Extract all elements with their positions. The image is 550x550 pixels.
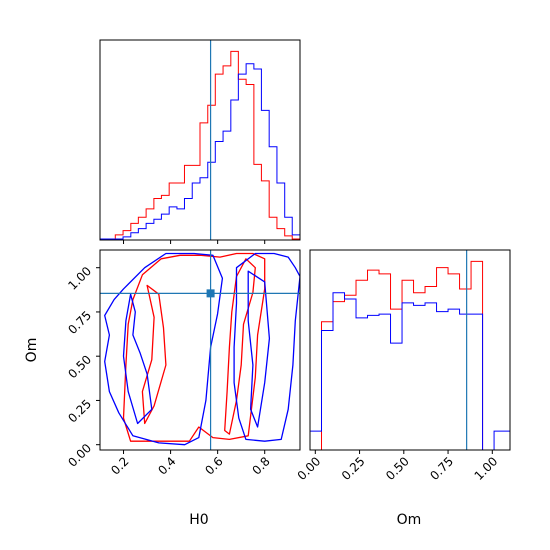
h0-x-tick-label: 0.4 [155,454,178,477]
truth-marker [206,289,215,298]
contour-blue-inner-6 [247,270,271,428]
om-y-tick-label: 0.25 [65,397,94,426]
om-y-tick-label: 0.50 [65,352,94,381]
contour-blue-outer-5 [233,252,300,442]
om-x-tick-label: 0.75 [427,454,456,483]
axis-labels: H0 Om Om [24,338,421,528]
om-x-tick-label: 1.00 [472,454,501,483]
h0-hist-series-blue [99,63,301,240]
om-hist-series-red [310,260,510,451]
h0-histogram-panel [99,39,301,244]
h0-om-contour-panel: 0.2 0.4 0.6 0.8 0.00 0.25 0.50 0.75 1.00 [65,249,301,478]
contour-frame [99,249,301,451]
om-histogram-panel: 0.00 0.25 0.50 0.75 1.00 [295,249,511,483]
y-axis-label-om: Om [24,338,40,363]
x-axis-label-h0: H0 [189,512,208,528]
x-axis-label-om: Om [397,512,422,528]
contour-red-outer-0 [122,252,266,442]
om-x-tick-label: 0.50 [383,454,412,483]
h0-hist-series-red [99,50,301,240]
h0-hist-frame [99,39,301,241]
h0-x-tick-label: 0.8 [249,454,272,477]
contour-red-inner-2 [224,258,256,435]
contour-red-inner-1 [141,284,167,425]
om-y-tick-label: 0.00 [65,441,94,470]
om-x-tick-label: 0.00 [295,454,324,483]
om-y-tick-label: 0.75 [65,308,94,337]
contour-blue-inner-4 [122,293,153,425]
h0-x-tick-label: 0.2 [108,454,131,477]
contour-blue-outer-3 [104,252,224,446]
om-hist-frame [309,249,511,451]
om-x-tick-label: 0.25 [339,454,368,483]
om-hist-series-blue [309,292,511,451]
h0-x-tick-label: 0.6 [202,454,225,477]
contour-group [104,252,300,446]
om-y-tick-label: 1.00 [65,264,94,293]
